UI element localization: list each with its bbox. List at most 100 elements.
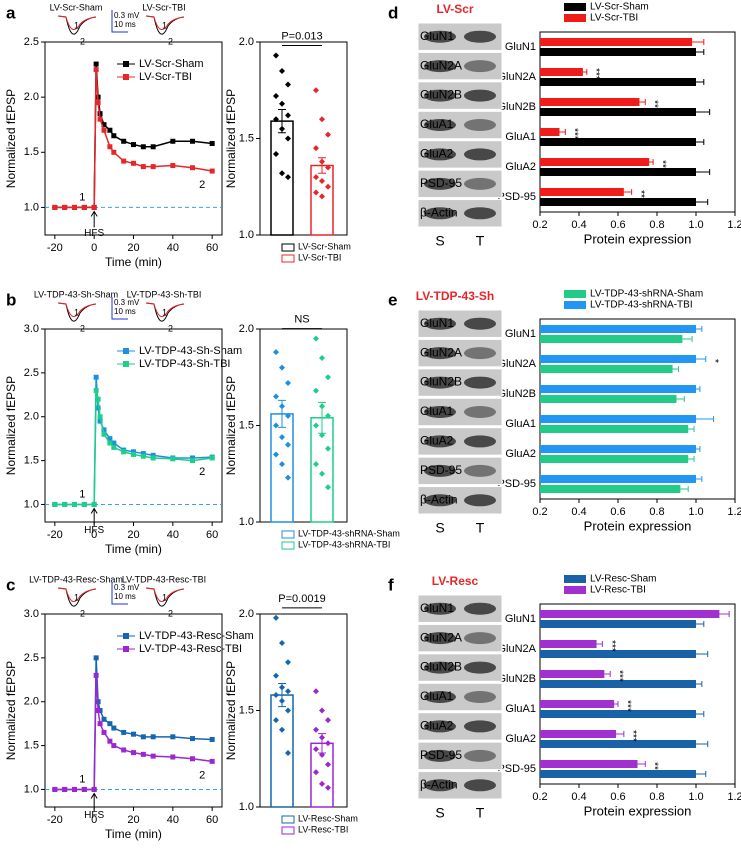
blot-band bbox=[464, 317, 496, 330]
y-tick-label: GluN2A bbox=[497, 71, 536, 83]
data-point bbox=[150, 455, 156, 461]
data-point bbox=[111, 725, 117, 731]
x-tick-label: 0.6 bbox=[610, 506, 625, 518]
bar bbox=[540, 650, 696, 658]
x-tick-label: 40 bbox=[167, 242, 179, 254]
data-point bbox=[101, 127, 107, 133]
legend-label: LV-TDP-43-Resc-TBI bbox=[139, 643, 242, 655]
x-tick-label: 20 bbox=[127, 242, 139, 254]
blot-band bbox=[424, 691, 456, 703]
data-point bbox=[285, 474, 291, 481]
bar bbox=[540, 48, 696, 56]
error-bar bbox=[666, 366, 679, 372]
bar bbox=[540, 138, 696, 146]
data-point bbox=[285, 81, 291, 88]
data-point bbox=[101, 729, 107, 735]
blot-band bbox=[424, 406, 456, 418]
bar bbox=[540, 740, 696, 748]
blot-label: GluA2 bbox=[420, 434, 454, 448]
y-tick-label: PSD-95 bbox=[497, 191, 536, 203]
data-point bbox=[325, 784, 331, 791]
data-point bbox=[190, 455, 195, 461]
blot-band bbox=[424, 207, 456, 220]
trace bbox=[57, 15, 97, 31]
bar bbox=[270, 694, 294, 808]
blot-title: LV-Scr bbox=[436, 2, 473, 16]
y-tick-label: GluA2 bbox=[505, 733, 536, 745]
inset-mark: 1 bbox=[74, 307, 79, 317]
x-tick-label: 0.6 bbox=[610, 219, 625, 231]
data-point bbox=[140, 453, 146, 459]
lane-label: S bbox=[435, 233, 444, 249]
data-point bbox=[285, 412, 291, 419]
bar bbox=[540, 335, 683, 343]
data-point bbox=[325, 374, 331, 381]
error-bar bbox=[684, 651, 709, 657]
lane-label: T bbox=[476, 233, 485, 249]
error-bar bbox=[690, 326, 703, 332]
y-tick-label: PSD-95 bbox=[497, 763, 536, 775]
scale-label: 10 ms bbox=[114, 592, 136, 601]
data-point bbox=[121, 449, 127, 455]
y-tick-label: 1.5 bbox=[24, 454, 39, 466]
error-bar bbox=[682, 426, 695, 432]
data-point bbox=[93, 61, 99, 67]
data-point bbox=[285, 112, 291, 119]
data-point bbox=[325, 412, 331, 419]
data-point bbox=[279, 639, 285, 646]
data-point bbox=[131, 731, 136, 737]
annotation: HFS bbox=[84, 525, 104, 536]
data-point bbox=[273, 52, 279, 59]
data-point bbox=[325, 484, 331, 491]
blot-band bbox=[464, 406, 496, 418]
error-bar bbox=[678, 416, 715, 422]
inset-mark: 2 bbox=[168, 36, 173, 46]
legend-marker bbox=[281, 254, 295, 263]
blot-band bbox=[424, 602, 456, 615]
legend-label: LV-TDP-43-shRNA-Sham bbox=[298, 528, 400, 538]
bar bbox=[540, 475, 696, 483]
blot-label: GluN2B bbox=[420, 375, 462, 389]
data-point bbox=[72, 204, 77, 210]
y-axis-label: Normalized fEPSP bbox=[224, 89, 238, 188]
data-point bbox=[97, 414, 103, 420]
bar bbox=[540, 325, 696, 333]
data-point bbox=[279, 726, 285, 733]
data-point bbox=[81, 204, 87, 210]
bar bbox=[540, 128, 560, 136]
error-bar bbox=[680, 39, 705, 45]
plot-frame bbox=[44, 41, 223, 236]
bar bbox=[540, 620, 696, 628]
inset-title: LV-Scr-Sham bbox=[50, 2, 103, 12]
legend-label: LV-TDP-43-Sh-TBI bbox=[139, 358, 231, 370]
blot-label: β-Actin bbox=[420, 492, 458, 506]
annotation: P=0.0019 bbox=[278, 593, 325, 605]
data-point bbox=[319, 470, 325, 477]
data-point bbox=[121, 158, 127, 164]
data-point bbox=[273, 422, 279, 429]
data-point bbox=[81, 786, 87, 792]
data-point bbox=[273, 672, 279, 679]
y-tick-label: 1.0 bbox=[239, 229, 254, 241]
x-tick-label: 0.2 bbox=[532, 506, 547, 518]
scale-bar bbox=[111, 10, 128, 33]
error-bar bbox=[633, 99, 646, 105]
data-point bbox=[150, 753, 156, 759]
y-tick-label: 1.5 bbox=[239, 132, 254, 144]
y-tick-label: 2.0 bbox=[239, 608, 254, 620]
data-point bbox=[95, 708, 101, 713]
series-line bbox=[54, 657, 213, 791]
blot-label: GluN1 bbox=[420, 601, 454, 615]
significance: * bbox=[709, 359, 720, 363]
blot-band bbox=[424, 119, 456, 131]
legend-marker bbox=[564, 586, 586, 594]
data-point bbox=[319, 158, 325, 165]
y-axis-label: Normalized fEPSP bbox=[224, 661, 238, 760]
data-point bbox=[72, 501, 77, 507]
data-point bbox=[313, 461, 319, 468]
legend-label: LV-Resc-Sham bbox=[590, 574, 657, 585]
bar bbox=[540, 168, 696, 176]
data-point bbox=[150, 164, 156, 170]
data-point bbox=[190, 736, 195, 742]
y-tick-label: GluN2B bbox=[497, 388, 536, 400]
